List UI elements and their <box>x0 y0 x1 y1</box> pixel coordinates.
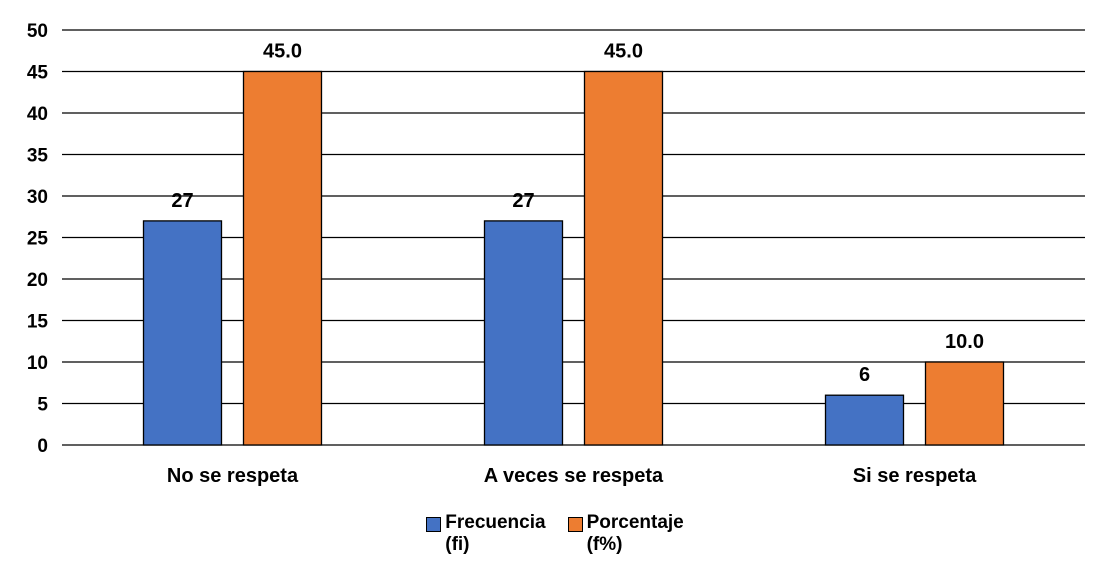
x-category-label: No se respeta <box>167 465 299 487</box>
y-tick-label: 10 <box>27 353 48 374</box>
y-tick-label: 20 <box>27 270 48 291</box>
data-label: 27 <box>171 190 193 212</box>
y-tick-label: 5 <box>37 395 48 416</box>
bar-porcentaje <box>924 361 1005 446</box>
y-tick-label: 25 <box>27 229 49 250</box>
data-label: 10.0 <box>945 331 984 353</box>
bar-frecuencia <box>142 220 223 446</box>
data-label: 27 <box>512 190 534 212</box>
legend-label-frecuencia: Frecuencia (fi) <box>445 512 546 555</box>
legend-item-frecuencia: Frecuencia (fi) <box>426 512 546 556</box>
x-category-label: Si se respeta <box>853 465 977 487</box>
data-label: 45.0 <box>604 41 643 63</box>
bar-porcentaje <box>583 70 664 446</box>
legend-swatch-frecuencia <box>426 517 442 532</box>
legend-item-porcentaje: Porcentaje (f%) <box>567 512 684 556</box>
legend: Frecuencia (fi) Porcentaje (f%) <box>0 512 1110 556</box>
data-label: 45.0 <box>263 41 302 63</box>
bar-frecuencia <box>483 220 564 446</box>
y-tick-label: 0 <box>37 436 48 457</box>
y-tick-label: 50 <box>27 21 48 42</box>
y-tick-label: 40 <box>27 104 48 125</box>
y-tick-label: 45 <box>27 63 49 84</box>
x-category-label: A veces se respeta <box>484 465 664 487</box>
legend-label-porcentaje: Porcentaje (f%) <box>586 512 684 555</box>
y-tick-label: 30 <box>27 187 48 208</box>
bar-frecuencia <box>824 394 905 446</box>
y-tick-label: 15 <box>27 312 49 333</box>
bar-porcentaje <box>242 70 323 446</box>
legend-swatch-porcentaje <box>567 517 583 532</box>
bar-chart: 0 5 10 15 20 25 30 35 40 45 50 27 45.0 No se respeta 2… <box>27 21 1085 487</box>
y-tick-label: 35 <box>27 146 49 167</box>
data-label: 6 <box>859 364 870 386</box>
